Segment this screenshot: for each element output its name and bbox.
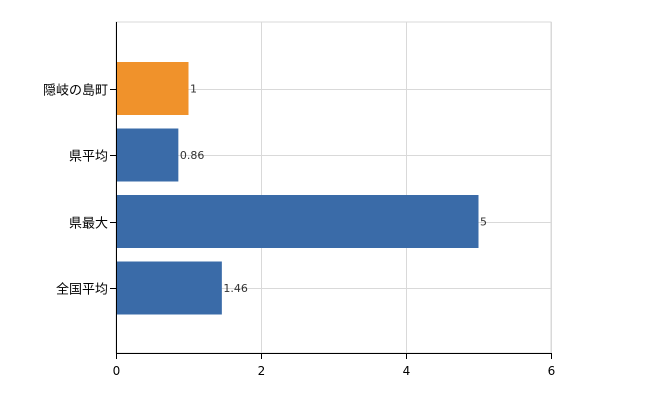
category-label-0: 隠岐の島町: [43, 84, 108, 99]
category-label-3: 全国平均: [56, 282, 108, 298]
value-label-1: 0.86: [180, 149, 205, 162]
bar-1: [116, 128, 179, 182]
x-tick-label-1: 2: [258, 364, 266, 378]
x-tick-label-2: 4: [403, 364, 411, 378]
x-tick-label-3: 6: [548, 364, 556, 378]
value-label-2: 5: [480, 216, 487, 229]
value-label-0: 1: [190, 83, 197, 96]
category-label-1: 県平均: [69, 150, 108, 165]
x-tick-label-0: 0: [113, 364, 121, 378]
bar-3: [116, 261, 222, 315]
bar-0: [116, 62, 189, 115]
category-label-2: 県最大: [69, 217, 108, 232]
bar-2: [116, 195, 479, 248]
value-label-3: 1.46: [223, 282, 248, 295]
